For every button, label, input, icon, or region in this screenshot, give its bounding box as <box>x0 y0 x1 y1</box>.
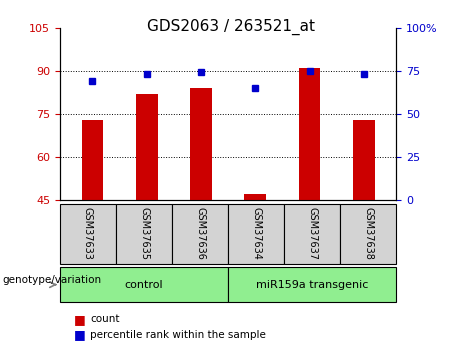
Text: GSM37636: GSM37636 <box>195 207 205 260</box>
Text: GSM37638: GSM37638 <box>363 207 373 260</box>
Text: count: count <box>90 314 119 324</box>
Text: percentile rank within the sample: percentile rank within the sample <box>90 330 266 339</box>
Text: control: control <box>125 280 163 289</box>
Text: miR159a transgenic: miR159a transgenic <box>256 280 368 289</box>
Text: GSM37635: GSM37635 <box>139 207 149 260</box>
Bar <box>190 88 212 200</box>
Bar <box>299 68 320 200</box>
Text: GSM37633: GSM37633 <box>83 207 93 260</box>
Text: GDS2063 / 263521_at: GDS2063 / 263521_at <box>147 19 314 35</box>
Bar <box>136 94 158 200</box>
Text: ■: ■ <box>74 328 85 341</box>
Text: GSM37637: GSM37637 <box>307 207 317 260</box>
Bar <box>244 194 266 200</box>
Bar <box>353 120 375 200</box>
Text: GSM37634: GSM37634 <box>251 207 261 260</box>
Text: ■: ■ <box>74 313 85 326</box>
Bar <box>82 120 103 200</box>
Text: genotype/variation: genotype/variation <box>2 276 101 285</box>
